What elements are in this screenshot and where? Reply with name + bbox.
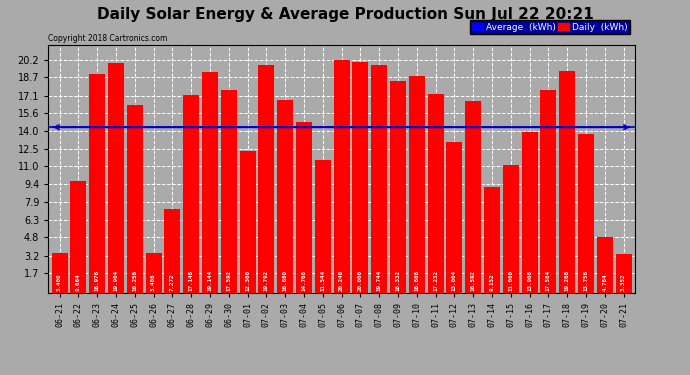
- Text: 17.592: 17.592: [226, 270, 231, 291]
- Legend: Average  (kWh), Daily  (kWh): Average (kWh), Daily (kWh): [470, 20, 630, 34]
- Text: 19.268: 19.268: [564, 270, 570, 291]
- Text: 13.756: 13.756: [584, 270, 589, 291]
- Text: 17.232: 17.232: [433, 270, 438, 291]
- Bar: [277, 100, 293, 292]
- Text: 18.332: 18.332: [395, 270, 400, 291]
- Text: 16.680: 16.680: [283, 270, 288, 291]
- Bar: [465, 102, 481, 292]
- Text: 11.544: 11.544: [320, 270, 325, 291]
- Text: 13.908: 13.908: [527, 270, 532, 291]
- Text: 3.400: 3.400: [57, 273, 62, 291]
- Text: 19.792: 19.792: [264, 270, 269, 291]
- Text: 19.904: 19.904: [113, 270, 119, 291]
- Text: 18.976: 18.976: [95, 270, 99, 291]
- Text: 9.664: 9.664: [76, 273, 81, 291]
- Text: 16.256: 16.256: [132, 270, 137, 291]
- Bar: [353, 62, 368, 292]
- Bar: [127, 105, 143, 292]
- Text: 12.300: 12.300: [245, 270, 250, 291]
- Bar: [70, 181, 86, 292]
- Bar: [390, 81, 406, 292]
- Bar: [296, 123, 312, 292]
- Bar: [315, 160, 331, 292]
- Bar: [52, 254, 68, 292]
- Text: 11.060: 11.060: [509, 270, 513, 291]
- Bar: [202, 72, 218, 292]
- Bar: [221, 90, 237, 292]
- Text: 17.148: 17.148: [188, 270, 194, 291]
- Text: 14.768: 14.768: [302, 270, 306, 291]
- Bar: [371, 65, 387, 292]
- Bar: [446, 142, 462, 292]
- Bar: [164, 209, 180, 292]
- Text: 7.272: 7.272: [170, 273, 175, 291]
- Text: Daily Solar Energy & Average Production Sun Jul 22 20:21: Daily Solar Energy & Average Production …: [97, 8, 593, 22]
- Text: 18.808: 18.808: [414, 270, 420, 291]
- Text: 20.000: 20.000: [358, 270, 363, 291]
- Bar: [408, 76, 425, 292]
- Text: 13.064: 13.064: [452, 270, 457, 291]
- Text: 16.592: 16.592: [471, 270, 475, 291]
- Bar: [108, 63, 124, 292]
- Text: 3.352: 3.352: [621, 273, 626, 291]
- Bar: [578, 134, 594, 292]
- Text: 4.784: 4.784: [602, 273, 607, 291]
- Bar: [540, 90, 556, 292]
- Bar: [484, 187, 500, 292]
- Text: 9.152: 9.152: [489, 273, 495, 291]
- Bar: [615, 254, 631, 292]
- Bar: [146, 253, 161, 292]
- Bar: [239, 151, 255, 292]
- Text: Copyright 2018 Cartronics.com: Copyright 2018 Cartronics.com: [48, 33, 168, 42]
- Bar: [428, 94, 444, 292]
- Text: 19.144: 19.144: [208, 270, 213, 291]
- Bar: [522, 132, 538, 292]
- Text: 20.240: 20.240: [339, 270, 344, 291]
- Text: →: →: [50, 122, 58, 132]
- Text: 19.744: 19.744: [377, 270, 382, 291]
- Text: 3.408: 3.408: [151, 273, 156, 291]
- Bar: [183, 95, 199, 292]
- Bar: [597, 237, 613, 292]
- Bar: [333, 60, 350, 292]
- Bar: [89, 74, 105, 292]
- Bar: [559, 71, 575, 292]
- Text: 17.584: 17.584: [546, 270, 551, 291]
- Bar: [503, 165, 519, 292]
- Bar: [258, 64, 275, 292]
